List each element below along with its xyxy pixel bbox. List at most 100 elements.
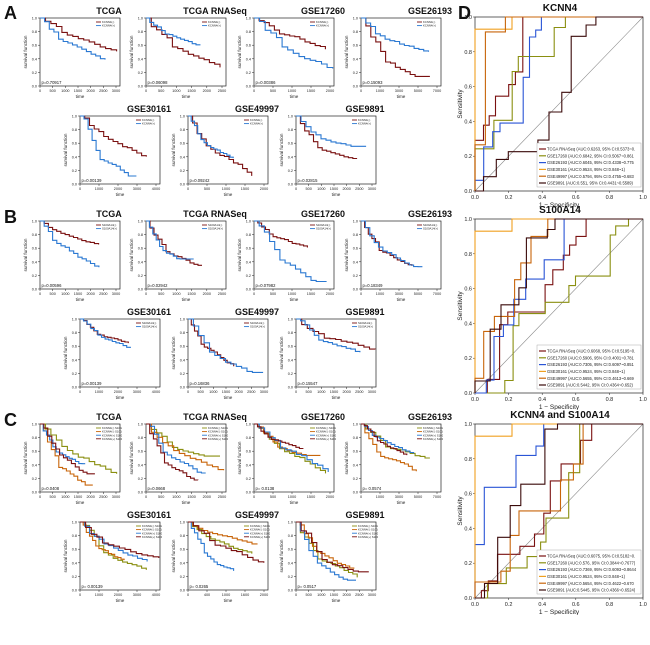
km-xlabel: time [116, 192, 125, 197]
roc-xtick-label: 0.4 [538, 602, 546, 608]
km-ylabel: survival function [23, 35, 28, 68]
roc-ytick-label: 0.6 [464, 287, 472, 293]
km-ylabel: survival function [344, 238, 349, 271]
km-xtick-label: 1500 [74, 89, 82, 93]
km-curve-0 [188, 521, 253, 554]
km-curve-0 [40, 17, 118, 52]
km-xtick-label: 0 [295, 187, 297, 191]
km-ytick-label: 0.2 [246, 477, 251, 481]
km-xtick-label: 1000 [222, 593, 230, 597]
km-legend-label: S100A14(+) [208, 227, 223, 231]
km-ytick-label: 0.6 [138, 44, 143, 48]
km-ytick-label: 0.8 [180, 331, 185, 335]
roc-xtick-label: 0.6 [572, 602, 580, 608]
km-curve-1 [40, 17, 106, 60]
km-xtick-label: 0 [187, 390, 189, 394]
km-plot-frame [145, 17, 227, 87]
km-ytick-label: 0.4 [32, 260, 37, 264]
km-curve-1 [296, 318, 361, 353]
km-ytick-label: 0.8 [180, 128, 185, 132]
km-p-value: p=0.0668 [148, 486, 166, 491]
roc-plot-2: KCNN4 and S100A14 0.0 0.2 0.4 0.6 0.8 1.0 0.0 0.… [455, 410, 647, 615]
km-curve-2 [146, 423, 206, 474]
km-xtick-label: 3000 [368, 593, 376, 597]
km-xtick-label: 5000 [414, 495, 422, 499]
km-xtick-label: 5000 [414, 89, 422, 93]
km-ytick-label: 1.0 [288, 521, 293, 525]
km-p-value: p=0.02942 [148, 283, 169, 288]
km-ytick-label: 0.6 [246, 450, 251, 454]
km-ytick-label: 0.4 [246, 57, 251, 61]
km-plot-title: TCGA RNASeq [183, 412, 247, 422]
roc-curve-4 [474, 218, 643, 393]
km-curve-0 [40, 423, 118, 474]
km-xtick-label: 0 [187, 187, 189, 191]
km-legend-label: KCNN4(+) S100A14(+) [358, 535, 378, 539]
km-ytick-label: 0.4 [353, 463, 358, 467]
km-plot-3: GSE26193 0.0 0.2 0.4 0.6 0.8 1.0 0 1000 3000 5000 7… [343, 6, 491, 106]
km-plot-svg: 0.0 0.2 0.4 0.6 0.8 1.0 0 1000 2000 3000 4000 survi… [63, 115, 161, 197]
km-ytick-label: 0.2 [72, 372, 77, 376]
km-xtick-label: 2000 [86, 292, 94, 296]
km-plot-1: TCGA RNASeq 0.0 0.2 0.4 0.6 0.8 1.0 0 500 1000 150… [128, 6, 276, 106]
roc-ytick-label: 0.8 [464, 50, 472, 56]
km-curve-0 [296, 521, 358, 578]
km-legend-label: S100A14(-) [358, 321, 372, 325]
km-xtick-label: 0 [145, 89, 147, 93]
roc-legend-label: GSE17260 (AUC:0.5906, 95% CI:0.4001~0.78… [547, 355, 635, 360]
km-legend-label: KCNN4(-) S100A14(-) [102, 426, 122, 430]
km-plot-15: TCGA RNASeq 0.0 0.2 0.4 0.6 0.8 1.0 0 500 1000 150… [128, 412, 276, 512]
km-ytick-label: 0.8 [72, 331, 77, 335]
km-xtick-label: 2000 [326, 495, 334, 499]
km-legend-label: S100A14(-) [102, 223, 116, 227]
km-xtick-label: 500 [204, 187, 210, 191]
km-xlabel: time [182, 94, 191, 99]
km-ytick-label: 0.8 [246, 436, 251, 440]
km-plot-18: GSE30161 0.0 0.2 0.4 0.6 0.8 1.0 0 1000 2000 3000 4… [62, 510, 210, 610]
km-xlabel: time [332, 192, 341, 197]
km-curve-3 [146, 423, 199, 481]
km-xtick-label: 7000 [433, 292, 441, 296]
km-xtick-label: 2000 [114, 593, 122, 597]
km-xtick-label: 2000 [342, 187, 350, 191]
km-xtick-label: 2000 [86, 495, 94, 499]
km-xtick-label: 0 [145, 292, 147, 296]
km-plot-title: GSE30161 [126, 307, 172, 317]
km-ytick-label: 1.0 [246, 17, 251, 21]
km-plot-5: GSE49997 0.0 0.2 0.4 0.6 0.8 1.0 0 500 1000 1500 20… [170, 104, 318, 204]
km-p-value: p=0.07982 [256, 283, 277, 288]
km-ytick-label: 0.0 [180, 183, 185, 187]
roc-xlabel: 1 − Specificity [539, 609, 580, 615]
km-plot-title: GSE26193 [407, 209, 453, 219]
km-plot-frame [253, 220, 335, 290]
km-plot-frame [360, 220, 442, 290]
km-plot-title: GSE9891 [345, 307, 385, 317]
km-xtick-label: 2500 [99, 89, 107, 93]
km-plot-svg: 0.0 0.2 0.4 0.6 0.8 1.0 0 500 1000 1500 2000 2500 30… [279, 318, 377, 400]
km-plot-title: TCGA [96, 412, 122, 422]
km-plot-frame [253, 423, 335, 493]
roc-xtick-label: 0.4 [538, 397, 546, 403]
km-xtick-label: 0 [253, 292, 255, 296]
km-p-value: p=0.18349 [363, 283, 384, 288]
km-xtick-label: 1500 [222, 390, 230, 394]
km-xtick-label: 3000 [395, 495, 403, 499]
km-ytick-label: 1.0 [138, 220, 143, 224]
km-ytick-label: 0.6 [32, 247, 37, 251]
km-xtick-label: 500 [305, 593, 311, 597]
km-ytick-label: 0.0 [72, 183, 77, 187]
km-xlabel: time [116, 598, 125, 603]
roc-legend-label: TCGA RNASeq (AUC:0.6263, 95% CI:0.5373~0… [547, 147, 635, 152]
km-ytick-label: 0.6 [180, 548, 185, 552]
km-xtick-label: 1000 [95, 390, 103, 394]
km-xtick-label: 0 [145, 495, 147, 499]
km-ytick-label: 0.2 [180, 372, 185, 376]
km-curve-2 [254, 423, 329, 472]
km-plot-title: TCGA [96, 6, 122, 16]
km-ytick-label: 0.0 [72, 386, 77, 390]
roc-xtick-label: 0.8 [606, 195, 614, 201]
km-legend-label: KCNN4(-) S100A14(-) [250, 524, 270, 528]
km-p-value: p=0.16836 [190, 381, 211, 386]
km-plot-frame [79, 115, 161, 185]
km-ytick-label: 0.0 [353, 491, 358, 495]
